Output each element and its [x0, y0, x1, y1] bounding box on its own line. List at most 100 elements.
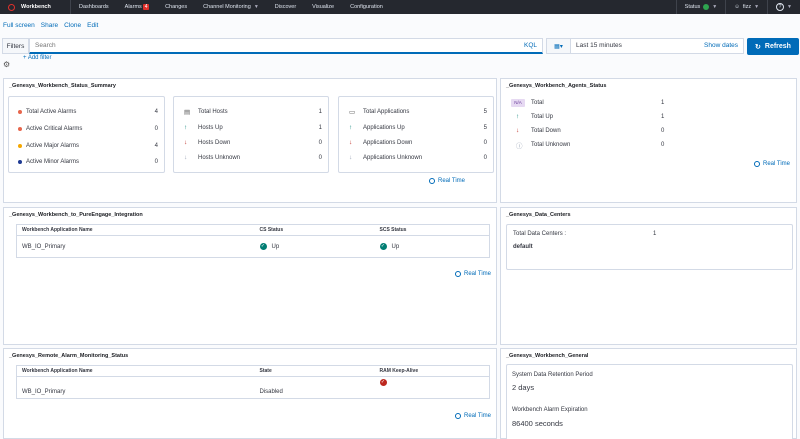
app-row: ↑ Applications Up 5: [339, 122, 493, 133]
row-value: 0: [318, 139, 322, 146]
search-input[interactable]: [30, 39, 510, 52]
real-time-label: Real Time: [763, 161, 791, 167]
state-cell: Disabled: [259, 389, 283, 395]
nav-channel-monitoring[interactable]: Channel Monitoring ▼: [195, 0, 267, 14]
data-center-name[interactable]: default: [513, 244, 533, 250]
workbench-logo[interactable]: Workbench: [0, 3, 70, 11]
full-screen-link[interactable]: Full screen: [3, 22, 35, 29]
status-dot-icon: [703, 4, 710, 10]
status-indicator[interactable]: Status ▼: [675, 0, 726, 14]
row-label: Total: [531, 99, 544, 106]
table-row: WB_IO_Primary ✓ Up ✓ Up: [17, 236, 490, 258]
nav-label: Changes: [165, 4, 188, 10]
refresh-button[interactable]: ↻ Refresh: [747, 38, 799, 55]
nav-alarms[interactable]: Alarms 4: [117, 0, 157, 14]
real-time-label: Real Time: [464, 413, 492, 419]
show-dates-link[interactable]: Show dates: [704, 42, 738, 49]
host-row: ↓ Hosts Unknown 0: [174, 152, 328, 163]
host-row: ▤ Total Hosts 1: [174, 106, 328, 117]
alarm-row: Total Active Alarms 4: [9, 106, 164, 117]
help-icon: ?: [776, 3, 785, 11]
column-header[interactable]: Workbench Application Name: [16, 365, 255, 377]
retention-value: 2 days: [512, 383, 535, 392]
arrow-up-icon: ↑: [349, 124, 353, 131]
host-row: ↓ Hosts Down 0: [174, 137, 328, 148]
help-menu[interactable]: ? ▼: [767, 0, 800, 14]
real-time-link[interactable]: Real Time: [429, 178, 465, 184]
kql-toggle[interactable]: KQL: [523, 42, 537, 49]
row-label: Total Hosts: [198, 108, 228, 115]
row-value: 0: [318, 154, 322, 161]
row-value: 1: [661, 113, 665, 120]
data-centers-card: Total Data Centers : 1 default: [506, 224, 793, 270]
column-header[interactable]: SCS Status: [374, 224, 490, 236]
app-row: ↓ Applications Unknown 0: [339, 152, 493, 163]
status-text: Up: [271, 244, 280, 251]
column-header[interactable]: RAM Keep-Alive: [374, 365, 490, 377]
arrow-up-icon: ↑: [184, 124, 188, 131]
nav-configuration[interactable]: Configuration: [342, 0, 391, 14]
edit-link[interactable]: Edit: [87, 22, 99, 29]
agent-row: ↓ Total Down 0: [501, 125, 796, 136]
nav-right: Status ▼ ☺ fizz ▼ ? ▼: [675, 0, 800, 14]
row-label: Hosts Unknown: [198, 154, 241, 161]
general-card: System Data Retention Period 2 days Work…: [506, 364, 793, 439]
real-time-link[interactable]: Real Time: [455, 271, 491, 277]
nav-discover[interactable]: Discover: [267, 0, 304, 14]
row-value: 1: [318, 108, 322, 115]
nav-dashboards[interactable]: Dashboards: [71, 0, 117, 14]
row-label: Total Unknown: [531, 141, 571, 148]
filters-button[interactable]: Filters: [2, 38, 29, 54]
general-panel: _Genesys_Workbench_General System Data R…: [500, 348, 797, 439]
user-name: fizz: [742, 4, 752, 10]
na-badge: N/A: [511, 98, 525, 107]
panel-title: _Genesys_Workbench_Agents_Status: [506, 83, 607, 89]
column-header[interactable]: CS Status: [254, 224, 375, 236]
row-value: 5: [483, 124, 487, 131]
date-range[interactable]: Last 15 minutes: [576, 42, 622, 49]
ram-table: Workbench Application Name State RAM Kee…: [16, 365, 490, 399]
nav-label: Discover: [274, 4, 297, 10]
clone-link[interactable]: Clone: [64, 22, 82, 29]
row-label: Hosts Down: [198, 139, 231, 146]
real-time-label: Real Time: [464, 271, 492, 277]
panel-title: _Genesys_Workbench_to_PureEngage_Integra…: [9, 212, 143, 218]
real-time-label: Real Time: [438, 178, 466, 184]
clock-icon: [429, 178, 435, 184]
nav-changes[interactable]: Changes: [157, 0, 195, 14]
expiration-label: Workbench Alarm Expiration: [512, 407, 588, 413]
share-link[interactable]: Share: [40, 22, 59, 29]
column-header[interactable]: Workbench Application Name: [16, 224, 255, 236]
hosts-card: ▤ Total Hosts 1 ↑ Hosts Up 1 ↓ Hosts Down 0 ↓ H…: [173, 96, 329, 173]
alarms-card: Total Active Alarms 4 Active Critical Ala…: [8, 96, 165, 173]
chevron-down-icon: ▼: [712, 4, 718, 10]
nav-label: Channel Monitoring: [203, 4, 251, 10]
calendar-icon[interactable]: ▦▾: [547, 39, 571, 53]
app-row: ▭ Total Applications 5: [339, 106, 493, 117]
row-label: Applications Down: [363, 139, 413, 146]
search-box: KQL: [29, 38, 543, 54]
gear-icon[interactable]: ⚙: [3, 60, 11, 69]
date-picker: ▦▾ Last 15 minutes Show dates: [546, 38, 744, 54]
logo-icon: [8, 3, 15, 11]
user-menu[interactable]: ☺ fizz ▼: [725, 0, 767, 14]
query-bar: Filters KQL ▦▾ Last 15 minutes Show date…: [2, 38, 799, 55]
row-value: 5: [483, 108, 487, 115]
status-summary-panel: _Genesys_Workbench_Status_Summary Total …: [3, 78, 497, 203]
arrow-down-icon: ↓: [184, 139, 188, 146]
row-label: Applications Up: [363, 124, 405, 131]
data-centers-panel: _Genesys_Data_Centers Total Data Centers…: [500, 207, 797, 345]
row-value: 4: [154, 108, 158, 115]
pureengage-table: Workbench Application Name CS Status SCS…: [16, 224, 490, 258]
nav-visualize[interactable]: Visualize: [304, 0, 342, 14]
real-time-link[interactable]: Real Time: [754, 161, 790, 167]
keep-alive-cell: ✓: [375, 377, 490, 399]
real-time-link[interactable]: Real Time: [455, 413, 491, 419]
applications-card: ▭ Total Applications 5 ↑ Applications Up 5 ↓…: [338, 96, 494, 173]
scs-status-cell: ✓ Up: [375, 236, 490, 258]
row-label: Total Up: [531, 113, 554, 120]
column-header[interactable]: State: [254, 365, 375, 377]
nav-label: Visualize: [312, 4, 335, 10]
row-value: 0: [483, 154, 487, 161]
add-filter-link[interactable]: + Add filter: [23, 55, 52, 61]
